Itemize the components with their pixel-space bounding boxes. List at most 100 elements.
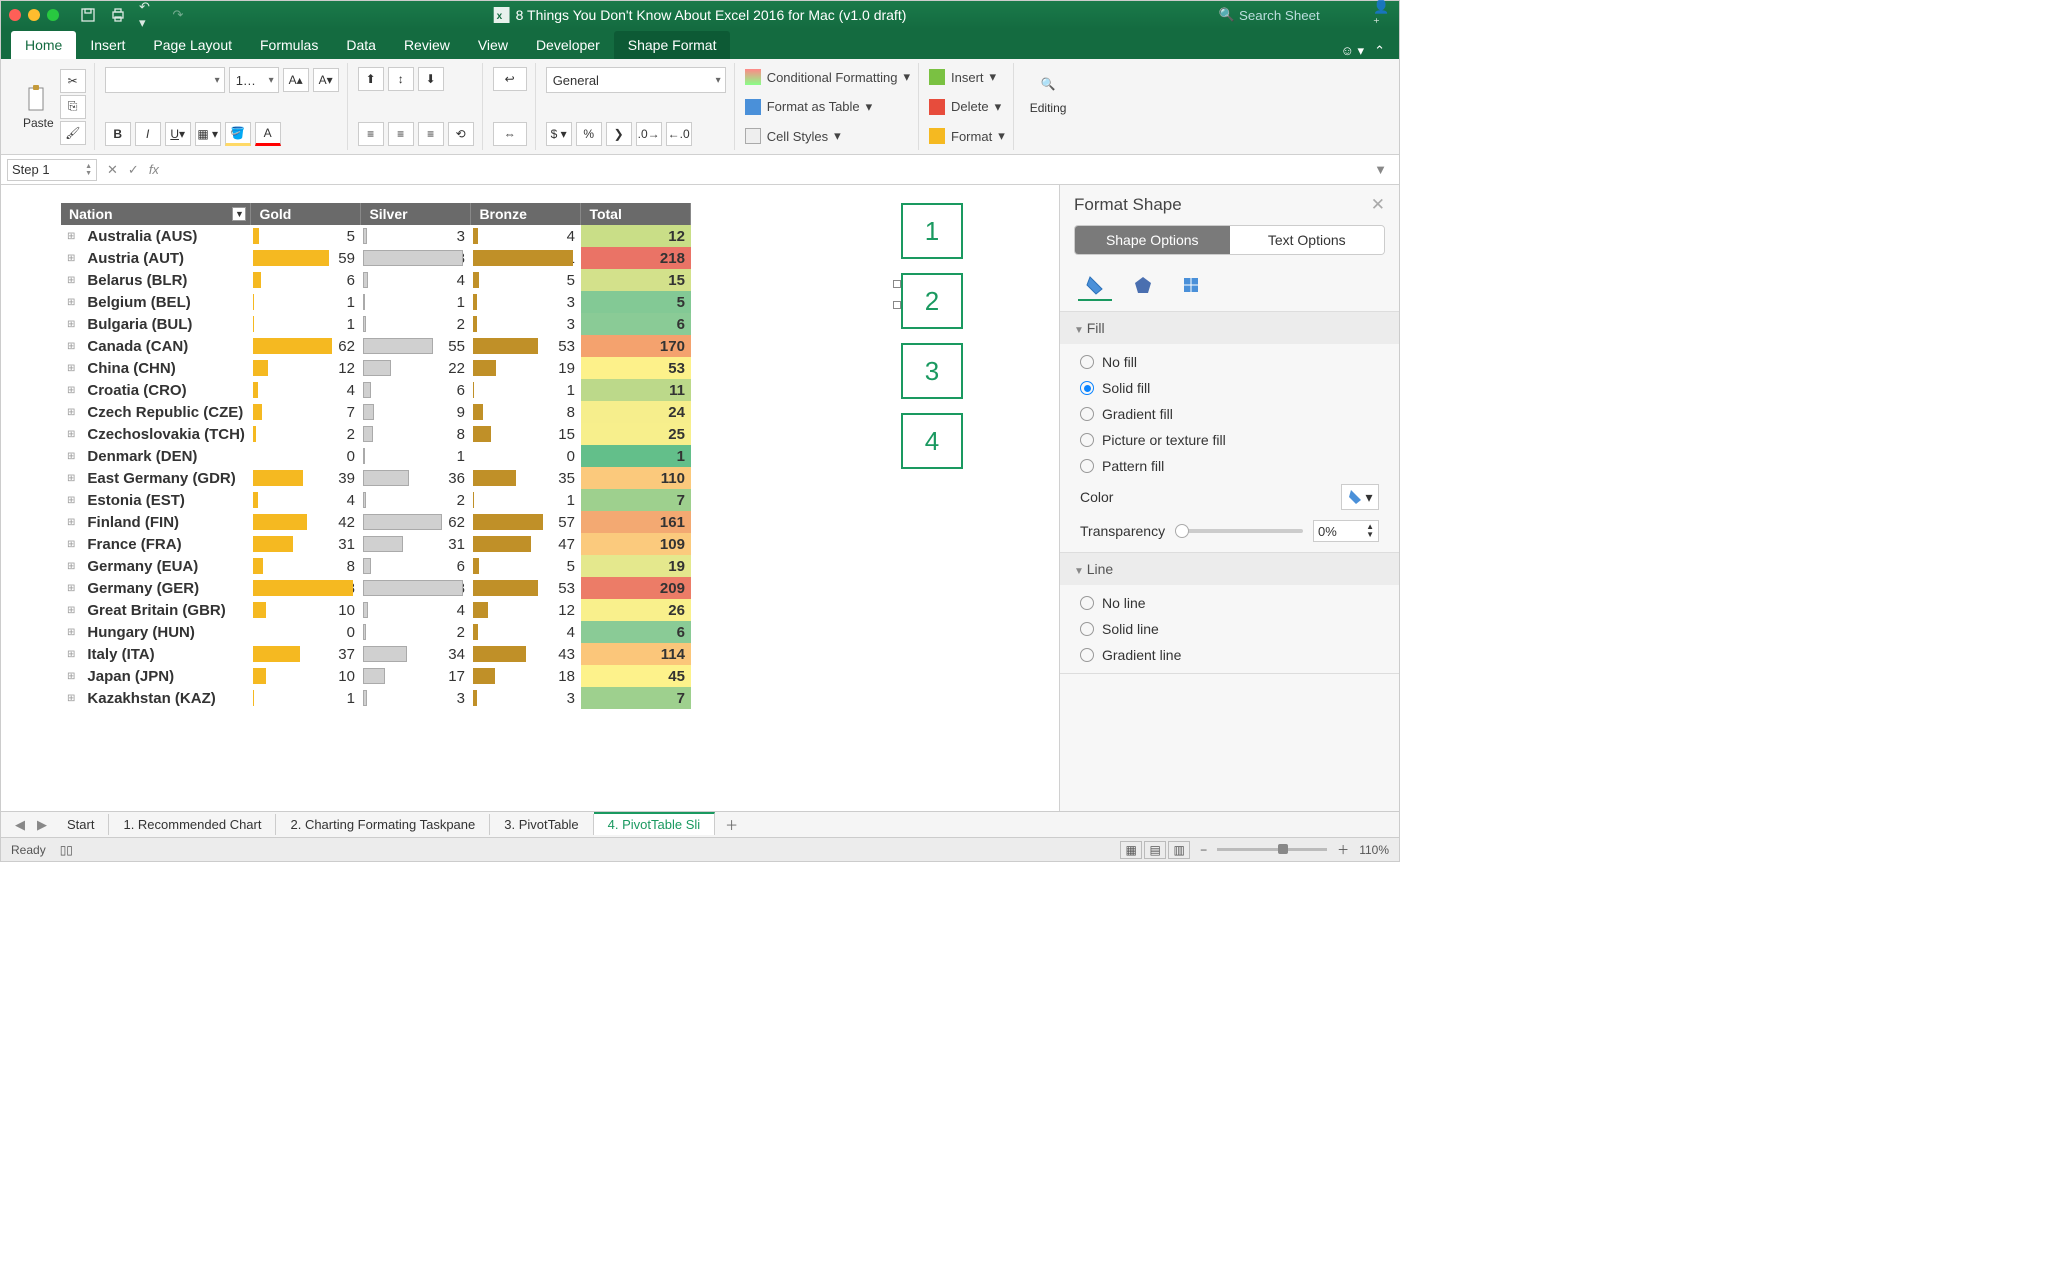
slicer-shape-1[interactable]: 1 <box>901 203 963 259</box>
table-row[interactable]: ⊞ Austria (AUT) 59 78 81 218 <box>61 247 691 269</box>
size-properties-tab[interactable] <box>1174 271 1208 301</box>
fill-color-button[interactable]: 🪣 <box>225 122 251 146</box>
table-row[interactable]: ⊞ Czechoslovakia (TCH) 2 8 15 25 <box>61 423 691 445</box>
col-bronze[interactable]: Bronze <box>471 203 581 225</box>
tab-data[interactable]: Data <box>332 31 390 59</box>
col-total[interactable]: Total <box>581 203 691 225</box>
formula-input[interactable] <box>169 162 1368 177</box>
slicer-shape-3[interactable]: 3 <box>901 343 963 399</box>
text-options-tab[interactable]: Text Options <box>1230 226 1385 254</box>
close-window-button[interactable] <box>9 9 21 21</box>
close-pane-button[interactable]: ✕ <box>1371 195 1385 215</box>
tab-developer[interactable]: Developer <box>522 31 614 59</box>
search-input[interactable] <box>1239 8 1359 23</box>
picture-fill-radio[interactable]: Picture or texture fill <box>1080 432 1379 448</box>
table-row[interactable]: ⊞ Czech Republic (CZE) 7 9 8 24 <box>61 401 691 423</box>
align-right-button[interactable]: ≡ <box>418 122 444 146</box>
tab-formulas[interactable]: Formulas <box>246 31 332 59</box>
enter-formula-button[interactable]: ✓ <box>128 162 139 178</box>
minimize-window-button[interactable] <box>28 9 40 21</box>
gradient-line-radio[interactable]: Gradient line <box>1080 647 1379 663</box>
table-row[interactable]: ⊞ Kazakhstan (KAZ) 1 3 3 7 <box>61 687 691 709</box>
merge-button[interactable]: ⇔ <box>493 122 527 146</box>
share-button[interactable]: 👤⁺ <box>1373 6 1391 24</box>
percent-button[interactable]: % <box>576 122 602 146</box>
fill-color-picker[interactable]: ▾ <box>1341 484 1379 510</box>
align-left-button[interactable]: ≡ <box>358 122 384 146</box>
no-fill-radio[interactable]: No fill <box>1080 354 1379 370</box>
sheet-tab-2[interactable]: 2. Charting Formating Taskpane <box>276 814 490 835</box>
page-break-view-button[interactable]: ▥ <box>1168 841 1190 859</box>
expand-icon[interactable]: ⊞ <box>61 621 81 643</box>
align-center-button[interactable]: ≡ <box>388 122 414 146</box>
table-row[interactable]: ⊞ Canada (CAN) 62 55 53 170 <box>61 335 691 357</box>
table-row[interactable]: ⊞ Hungary (HUN) 0 2 4 6 <box>61 621 691 643</box>
bold-button[interactable]: B <box>105 122 131 146</box>
expand-icon[interactable]: ⊞ <box>61 511 81 533</box>
redo-icon[interactable]: ↷ <box>169 6 187 24</box>
cell-styles-button[interactable]: Cell Styles ▾ <box>745 126 910 146</box>
table-row[interactable]: ⊞ Germany (GER) 78 78 53 209 <box>61 577 691 599</box>
font-select[interactable] <box>105 67 225 93</box>
line-section-header[interactable]: Line <box>1060 553 1399 585</box>
name-box[interactable]: Step 1▲▼ <box>7 159 97 181</box>
table-row[interactable]: ⊞ Italy (ITA) 37 34 43 114 <box>61 643 691 665</box>
expand-icon[interactable]: ⊞ <box>61 599 81 621</box>
number-format-select[interactable]: General <box>546 67 726 93</box>
expand-icon[interactable]: ⊞ <box>61 489 81 511</box>
emoji-button[interactable]: ☺ ▾ <box>1341 43 1364 59</box>
collapse-ribbon-button[interactable]: ⌃ <box>1374 43 1385 59</box>
slicer-shape-2[interactable]: 2 <box>901 273 963 329</box>
format-as-table-button[interactable]: Format as Table ▾ <box>745 97 910 117</box>
solid-fill-radio[interactable]: Solid fill <box>1080 380 1379 396</box>
expand-icon[interactable]: ⊞ <box>61 577 81 599</box>
slicer-shape-4[interactable]: 4 <box>901 413 963 469</box>
table-row[interactable]: ⊞ Finland (FIN) 42 62 57 161 <box>61 511 691 533</box>
undo-icon[interactable]: ↶ ▾ <box>139 6 157 24</box>
table-row[interactable]: ⊞ Denmark (DEN) 0 1 0 1 <box>61 445 691 467</box>
expand-icon[interactable]: ⊞ <box>61 379 81 401</box>
expand-icon[interactable]: ⊞ <box>61 643 81 665</box>
border-button[interactable]: ▦ ▾ <box>195 122 221 146</box>
editing-button[interactable]: 🔍 Editing <box>1024 67 1073 117</box>
table-row[interactable]: ⊞ China (CHN) 12 22 19 53 <box>61 357 691 379</box>
italic-button[interactable]: I <box>135 122 161 146</box>
decrease-font-button[interactable]: A▾ <box>313 68 339 92</box>
font-color-button[interactable]: A <box>255 122 281 146</box>
expand-icon[interactable]: ⊞ <box>61 335 81 357</box>
expand-icon[interactable]: ⊞ <box>61 555 81 577</box>
no-line-radio[interactable]: No line <box>1080 595 1379 611</box>
col-silver[interactable]: Silver <box>361 203 471 225</box>
save-icon[interactable] <box>79 6 97 24</box>
next-sheet-button[interactable]: ▶ <box>31 817 53 833</box>
expand-icon[interactable]: ⊞ <box>61 665 81 687</box>
expand-icon[interactable]: ⊞ <box>61 291 81 313</box>
expand-formula-bar-button[interactable]: ▼ <box>1368 162 1393 177</box>
sheet-tab-3[interactable]: 3. PivotTable <box>490 814 593 835</box>
tab-view[interactable]: View <box>464 31 522 59</box>
align-middle-button[interactable]: ↕ <box>388 67 414 91</box>
table-row[interactable]: ⊞ Estonia (EST) 4 2 1 7 <box>61 489 691 511</box>
table-row[interactable]: ⊞ Bulgaria (BUL) 1 2 3 6 <box>61 313 691 335</box>
tab-shape-format[interactable]: Shape Format <box>614 31 731 59</box>
tab-insert[interactable]: Insert <box>76 31 139 59</box>
expand-icon[interactable]: ⊞ <box>61 467 81 489</box>
expand-icon[interactable]: ⊞ <box>61 313 81 335</box>
pattern-fill-radio[interactable]: Pattern fill <box>1080 458 1379 474</box>
search-sheet[interactable]: 🔍 <box>1219 7 1359 23</box>
expand-icon[interactable]: ⊞ <box>61 687 81 709</box>
zoom-in-button[interactable]: ＋ <box>1337 841 1349 858</box>
orientation-button[interactable]: ⟲ <box>448 122 474 146</box>
expand-icon[interactable]: ⊞ <box>61 401 81 423</box>
paste-button[interactable]: Paste <box>17 82 60 132</box>
tab-page-layout[interactable]: Page Layout <box>139 31 246 59</box>
fullscreen-window-button[interactable] <box>47 9 59 21</box>
shape-options-tab[interactable]: Shape Options <box>1075 226 1230 254</box>
table-row[interactable]: ⊞ Great Britain (GBR) 10 4 12 26 <box>61 599 691 621</box>
prev-sheet-button[interactable]: ◀ <box>9 817 31 833</box>
insert-cells-button[interactable]: Insert ▾ <box>929 67 1005 87</box>
fill-line-tab[interactable] <box>1078 271 1112 301</box>
expand-icon[interactable]: ⊞ <box>61 445 81 467</box>
table-row[interactable]: ⊞ Belarus (BLR) 6 4 5 15 <box>61 269 691 291</box>
table-row[interactable]: ⊞ Germany (EUA) 8 6 5 19 <box>61 555 691 577</box>
